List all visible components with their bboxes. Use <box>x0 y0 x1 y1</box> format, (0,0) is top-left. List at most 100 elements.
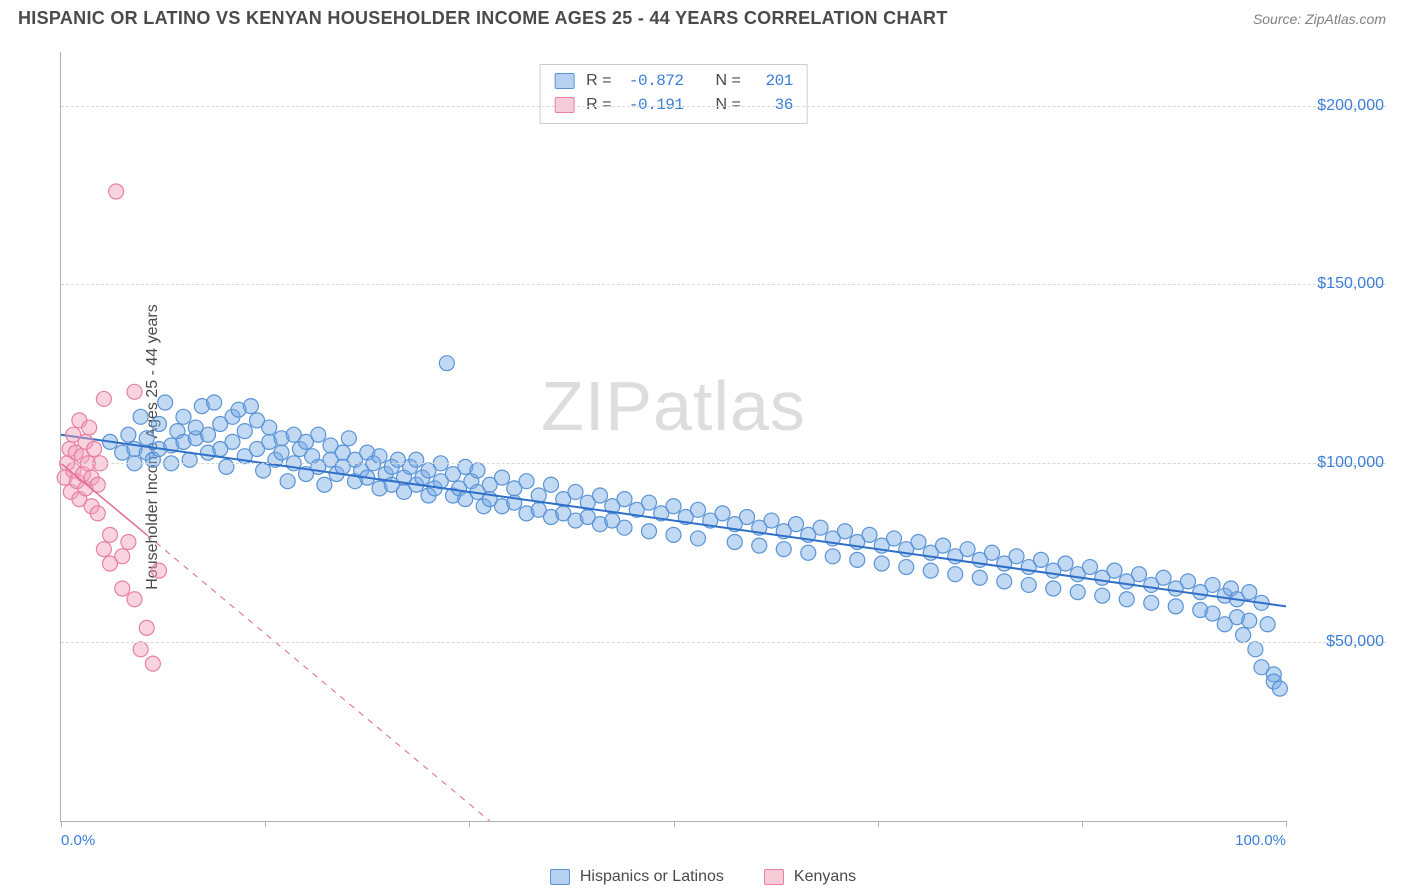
data-point <box>727 535 742 550</box>
data-point <box>1046 581 1061 596</box>
data-point <box>764 513 779 528</box>
gridline <box>61 106 1386 107</box>
data-point <box>789 517 804 532</box>
data-point <box>691 502 706 517</box>
regression-line-extrapolated <box>147 535 490 821</box>
data-point <box>103 527 118 542</box>
data-point <box>1260 617 1275 632</box>
data-point <box>985 545 1000 560</box>
data-point <box>237 424 252 439</box>
data-point <box>752 538 767 553</box>
data-point <box>176 409 191 424</box>
data-point <box>1132 567 1147 582</box>
plot-region: ZIPatlas R =-0.872N =201R =-0.191N = 36 … <box>60 52 1286 822</box>
data-point <box>923 563 938 578</box>
x-tick <box>878 821 879 827</box>
data-point <box>593 488 608 503</box>
data-point <box>1144 595 1159 610</box>
data-point <box>182 452 197 467</box>
y-tick-label: $200,000 <box>1294 97 1384 115</box>
data-point <box>201 427 216 442</box>
data-point <box>825 549 840 564</box>
n-label: N = <box>716 69 741 93</box>
data-point <box>90 506 105 521</box>
data-point <box>115 581 130 596</box>
data-point <box>121 535 136 550</box>
data-point <box>243 399 258 414</box>
data-point <box>666 499 681 514</box>
legend-label: Hispanics or Latinos <box>580 868 724 886</box>
data-point <box>133 642 148 657</box>
source-label: Source: ZipAtlas.com <box>1253 11 1386 27</box>
data-point <box>121 427 136 442</box>
data-point <box>470 463 485 478</box>
data-point <box>899 560 914 575</box>
data-point <box>439 356 454 371</box>
data-point <box>960 542 975 557</box>
data-point <box>96 391 111 406</box>
data-point <box>127 384 142 399</box>
data-point <box>115 549 130 564</box>
data-point <box>317 477 332 492</box>
legend-label: Kenyans <box>794 868 856 886</box>
data-point <box>642 495 657 510</box>
data-point <box>776 542 791 557</box>
legend-item: Kenyans <box>764 868 856 886</box>
data-point <box>1242 613 1257 628</box>
data-point <box>1242 585 1257 600</box>
data-point <box>1168 599 1183 614</box>
data-point <box>911 535 926 550</box>
data-point <box>139 431 154 446</box>
data-point <box>1083 560 1098 575</box>
stats-row: R =-0.872N =201 <box>554 69 793 93</box>
x-tick <box>674 821 675 827</box>
data-point <box>133 409 148 424</box>
data-point <box>1156 570 1171 585</box>
data-point <box>1181 574 1196 589</box>
data-point <box>948 567 963 582</box>
data-point <box>813 520 828 535</box>
legend-item: Hispanics or Latinos <box>550 868 724 886</box>
data-point <box>1034 552 1049 567</box>
data-point <box>219 459 234 474</box>
data-point <box>341 431 356 446</box>
data-point <box>1095 588 1110 603</box>
data-point <box>862 527 877 542</box>
x-tick-label: 0.0% <box>61 832 95 849</box>
data-point <box>262 420 277 435</box>
data-point <box>256 463 271 478</box>
x-tick-label: 100.0% <box>1235 832 1286 849</box>
y-tick-label: $100,000 <box>1294 454 1384 472</box>
legend-swatch <box>764 869 784 885</box>
data-point <box>691 531 706 546</box>
stats-box: R =-0.872N =201R =-0.191N = 36 <box>539 64 808 124</box>
data-point <box>207 395 222 410</box>
data-point <box>1021 577 1036 592</box>
data-point <box>801 545 816 560</box>
data-point <box>1107 563 1122 578</box>
scatter-svg <box>61 52 1286 821</box>
data-point <box>372 449 387 464</box>
chart-title: HISPANIC OR LATINO VS KENYAN HOUSEHOLDER… <box>18 8 948 29</box>
data-point <box>409 452 424 467</box>
data-point <box>1272 681 1287 696</box>
data-point <box>1205 577 1220 592</box>
data-point <box>152 563 167 578</box>
x-tick <box>1082 821 1083 827</box>
data-point <box>145 656 160 671</box>
data-point <box>82 420 97 435</box>
data-point <box>1236 628 1251 643</box>
data-point <box>887 531 902 546</box>
x-tick <box>265 821 266 827</box>
data-point <box>1248 642 1263 657</box>
data-point <box>127 592 142 607</box>
data-point <box>642 524 657 539</box>
data-point <box>280 474 295 489</box>
data-point <box>139 620 154 635</box>
data-point <box>715 506 730 521</box>
data-point <box>274 445 289 460</box>
r-value: -0.872 <box>624 69 684 93</box>
data-point <box>874 556 889 571</box>
data-point <box>158 395 173 410</box>
data-point <box>568 484 583 499</box>
